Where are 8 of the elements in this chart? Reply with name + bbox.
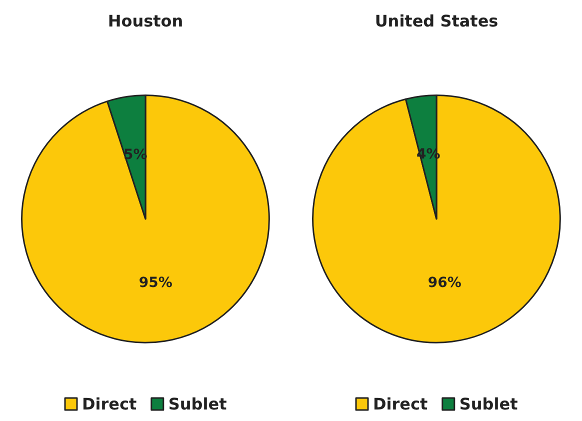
legend-label: Direct: [82, 394, 137, 414]
chart-title: United States: [374, 12, 498, 30]
data-label: 96%: [428, 275, 462, 292]
chart-title: Houston: [108, 12, 184, 30]
legend-label: Sublet: [168, 394, 228, 414]
data-label: 95%: [138, 274, 172, 291]
legend-label: Sublet: [459, 394, 518, 414]
legend-label: Direct: [373, 394, 428, 414]
